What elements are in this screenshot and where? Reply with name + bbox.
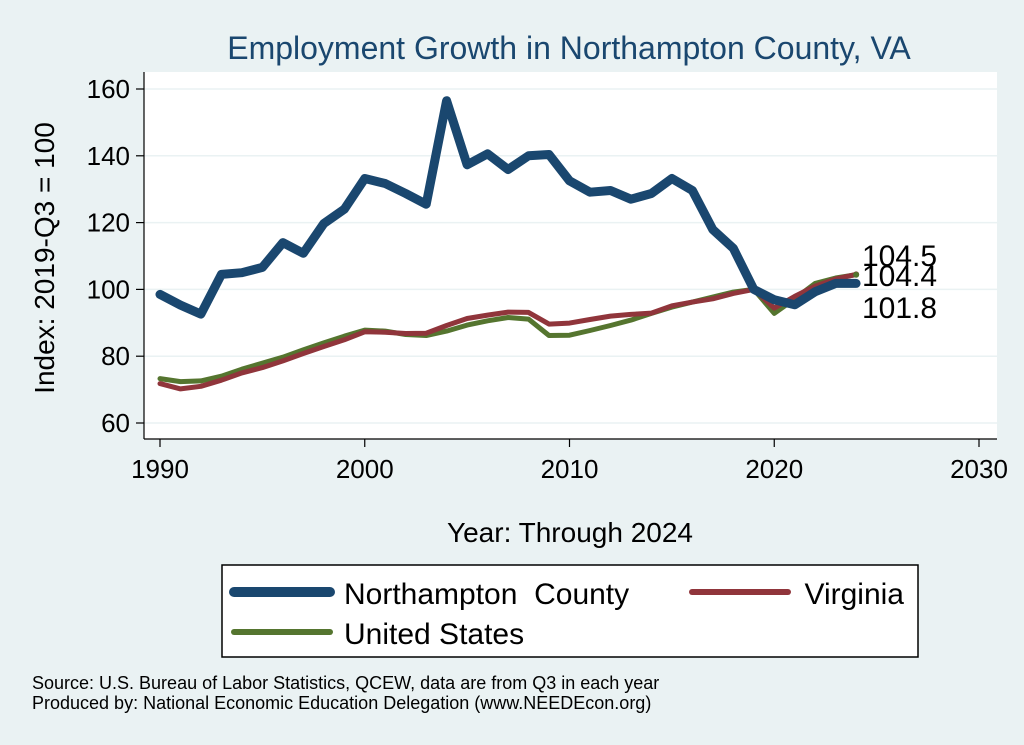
x-tick-label: 2030: [950, 454, 1008, 484]
legend-label: United States: [344, 618, 524, 651]
series-line-virginia: [157, 271, 859, 392]
x-tick-label: 1990: [131, 454, 189, 484]
y-tick-label: 60: [101, 408, 130, 438]
x-axis: 1990 2000 2010 2020 2030: [131, 438, 1008, 484]
legend: Northampton County Virginia United States: [221, 564, 919, 658]
x-tick-label: 2020: [745, 454, 803, 484]
y-axis: 60 80 100 120 140 160: [87, 72, 145, 439]
end-point-marker: [853, 271, 860, 278]
y-tick-label: 160: [87, 74, 130, 104]
series-lines: [155, 96, 861, 392]
y-tick-label: 100: [87, 274, 130, 304]
x-axis-label: Year: Through 2024: [447, 517, 693, 548]
y-tick-label: 140: [87, 141, 130, 171]
plot-area: [144, 72, 997, 439]
end-point-marker: [853, 280, 860, 287]
end-value-label: 104.5: [862, 240, 937, 273]
x-tick-label: 2010: [541, 454, 599, 484]
producer-note: Produced by: National Economic Education…: [32, 693, 651, 713]
legend-label: Northampton County: [344, 578, 629, 611]
legend-label: Virginia: [804, 578, 904, 611]
end-value-label: 104.4: [862, 260, 937, 293]
y-tick-label: 120: [87, 208, 130, 238]
x-tick-label: 2000: [336, 454, 394, 484]
grid-lines: [144, 88, 997, 424]
chart-title: Employment Growth in Northampton County,…: [227, 30, 911, 66]
end-value-label: 101.8: [862, 292, 937, 325]
series-line-northampton-county: [155, 96, 861, 319]
y-axis-label: Index: 2019-Q3 = 100: [29, 122, 60, 394]
y-tick-label: 80: [101, 341, 130, 371]
source-note: Source: U.S. Bureau of Labor Statistics,…: [32, 673, 659, 693]
